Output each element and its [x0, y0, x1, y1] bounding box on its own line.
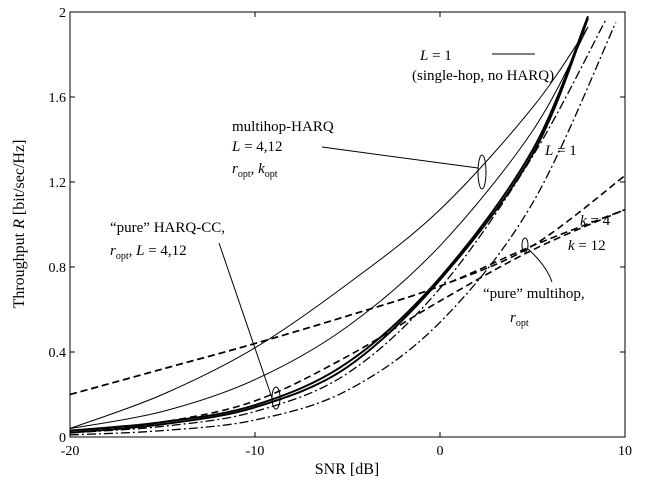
- label-k12-val: = 12: [575, 238, 606, 254]
- label-l1-right: L = 1: [544, 143, 577, 159]
- y-tick-label: 0: [59, 431, 66, 446]
- label-mh-k: k: [258, 161, 265, 177]
- label-single-hop-l1-val: = 1: [428, 48, 451, 64]
- series-line-1: [69, 26, 589, 429]
- label-k4-sym: k: [580, 213, 587, 229]
- label-single-hop-l1: L = 1: [419, 48, 452, 64]
- leader-pure-multihop: [527, 248, 553, 283]
- x-tick-label: 0: [437, 444, 444, 459]
- annotation-leaders: [218, 53, 553, 410]
- label-multihop-harq-l-val: = 4,12: [240, 139, 282, 155]
- series-line-2: [69, 26, 589, 429]
- series-line-8: [69, 208, 626, 396]
- label-pure-harq-title: “pure” HARQ-CC,: [110, 220, 225, 236]
- plot-frame: [69, 11, 626, 438]
- series-line-4: [69, 18, 589, 434]
- label-mh-r: r: [232, 161, 238, 177]
- y-axis-ticks: 0 0.4 0.8 1.2 1.6 2: [49, 6, 625, 446]
- label-pm-r: r: [510, 310, 516, 326]
- label-k12-sym: k: [568, 238, 575, 254]
- leader-multihop-harq: [321, 146, 479, 169]
- label-single-hop-l1-sym: L: [419, 48, 428, 64]
- series-group: [69, 15, 626, 436]
- label-single-hop-desc: (single-hop, no HARQ): [412, 68, 554, 84]
- y-axis-title-part-2: R: [11, 219, 28, 230]
- y-axis-title: Throughput R [bit/sec/Hz]: [11, 140, 28, 309]
- label-pure-multihop-r: ropt: [510, 310, 529, 329]
- label-multihop-harq-l-sym: L: [231, 139, 240, 155]
- y-tick-label: 0.4: [49, 346, 67, 361]
- label-ph-l: L: [135, 243, 144, 259]
- label-l1-right-sym: L: [544, 143, 553, 159]
- label-pure-multihop-title: “pure” multihop,: [483, 286, 585, 302]
- label-ph-r-sub: opt: [116, 251, 129, 262]
- label-mh-k-sub: opt: [265, 169, 278, 180]
- y-tick-label: 0.8: [49, 261, 67, 276]
- bundle-ellipse-pure-harq: [271, 386, 281, 410]
- y-tick-label: 1.2: [49, 176, 67, 191]
- x-axis-ticks: -20 -10 0 10: [61, 12, 632, 459]
- y-axis-title-part-3: [bit/sec/Hz]: [11, 140, 28, 220]
- series-line-5: [69, 22, 617, 436]
- series-line-6: [69, 18, 608, 434]
- label-pure-harq-params: ropt, L = 4,12: [110, 243, 187, 262]
- label-l1-right-val: = 1: [553, 143, 576, 159]
- bundle-ellipse-multihop-harq: [477, 154, 487, 190]
- label-mh-r-sub: opt: [238, 169, 251, 180]
- label-multihop-harq-params: ropt, kopt: [232, 161, 278, 180]
- label-k4: k = 4: [580, 213, 611, 229]
- x-tick-label: -10: [246, 444, 265, 459]
- series-line-3: [69, 15, 589, 432]
- x-axis-title: SNR [dB]: [315, 461, 379, 478]
- x-tick-label: 10: [618, 444, 632, 459]
- y-axis-title-part-1: Throughput: [11, 229, 28, 309]
- leader-pure-harq: [218, 242, 273, 399]
- label-pm-r-sub: opt: [516, 318, 529, 329]
- label-mh-sep: ,: [251, 161, 259, 177]
- label-ph-l-val: = 4,12: [144, 243, 186, 259]
- label-multihop-harq-l: L = 4,12: [231, 139, 283, 155]
- label-ph-r: r: [110, 243, 116, 259]
- label-ph-sep: ,: [129, 243, 137, 259]
- bundle-ellipse-pure-multihop: [521, 237, 529, 253]
- x-tick-label: -20: [61, 444, 80, 459]
- label-k4-val: = 4: [587, 213, 611, 229]
- y-tick-label: 1.6: [49, 91, 67, 106]
- y-tick-label: 2: [59, 6, 66, 21]
- label-k12: k = 12: [568, 238, 606, 254]
- series-line-9: [69, 208, 626, 434]
- label-multihop-harq-title: multihop-HARQ: [232, 119, 334, 135]
